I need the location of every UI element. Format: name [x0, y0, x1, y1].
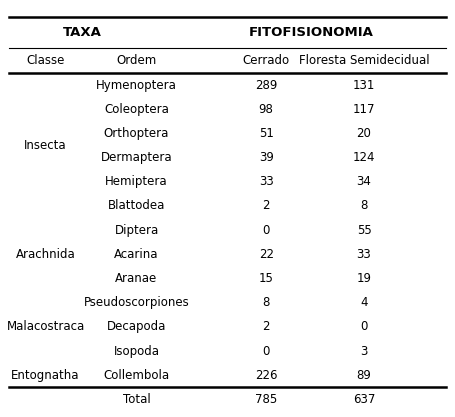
- Text: Total: Total: [123, 393, 150, 407]
- Text: 124: 124: [353, 151, 375, 164]
- Text: 131: 131: [353, 78, 375, 92]
- Text: 117: 117: [353, 103, 375, 116]
- Text: Classe: Classe: [26, 54, 65, 67]
- Text: 0: 0: [263, 224, 270, 237]
- Text: Malacostraca: Malacostraca: [6, 320, 85, 334]
- Text: 226: 226: [255, 369, 278, 382]
- Text: 98: 98: [259, 103, 273, 116]
- Text: 8: 8: [263, 296, 270, 309]
- Text: 2: 2: [263, 199, 270, 213]
- Text: Coleoptera: Coleoptera: [104, 103, 169, 116]
- Text: Collembola: Collembola: [103, 369, 170, 382]
- Text: 22: 22: [259, 248, 273, 261]
- Text: 89: 89: [357, 369, 371, 382]
- Text: Entognatha: Entognatha: [11, 369, 80, 382]
- Text: 33: 33: [259, 175, 273, 188]
- Text: Blattodea: Blattodea: [108, 199, 165, 213]
- Text: 8: 8: [360, 199, 368, 213]
- Text: 0: 0: [263, 344, 270, 358]
- Text: 0: 0: [360, 320, 368, 334]
- Text: Hymenoptera: Hymenoptera: [96, 78, 177, 92]
- Text: Aranae: Aranae: [116, 272, 157, 285]
- Text: Hemiptera: Hemiptera: [105, 175, 168, 188]
- Text: Decapoda: Decapoda: [107, 320, 166, 334]
- Text: Dermaptera: Dermaptera: [101, 151, 172, 164]
- Text: Arachnida: Arachnida: [15, 248, 76, 261]
- Text: 51: 51: [259, 127, 273, 140]
- Text: TAXA: TAXA: [62, 26, 101, 39]
- Text: 15: 15: [259, 272, 273, 285]
- Text: Insecta: Insecta: [24, 139, 67, 152]
- Text: 2: 2: [263, 320, 270, 334]
- Text: 34: 34: [357, 175, 371, 188]
- Text: Cerrado: Cerrado: [243, 54, 290, 67]
- Text: 39: 39: [259, 151, 273, 164]
- Text: 33: 33: [357, 248, 371, 261]
- Text: 785: 785: [255, 393, 277, 407]
- Text: Isopoda: Isopoda: [113, 344, 160, 358]
- Text: 4: 4: [360, 296, 368, 309]
- Text: Orthoptera: Orthoptera: [104, 127, 169, 140]
- Text: Acarina: Acarina: [114, 248, 159, 261]
- Text: 637: 637: [353, 393, 375, 407]
- Text: 55: 55: [357, 224, 371, 237]
- Text: Floresta Semidecidual: Floresta Semidecidual: [298, 54, 430, 67]
- Text: 3: 3: [360, 344, 368, 358]
- Text: 289: 289: [255, 78, 278, 92]
- Text: Ordem: Ordem: [116, 54, 157, 67]
- Text: Diptera: Diptera: [114, 224, 159, 237]
- Text: Pseudoscorpiones: Pseudoscorpiones: [84, 296, 189, 309]
- Text: 19: 19: [357, 272, 371, 285]
- Text: FITOFISIONOMIA: FITOFISIONOMIA: [249, 26, 374, 39]
- Text: 20: 20: [357, 127, 371, 140]
